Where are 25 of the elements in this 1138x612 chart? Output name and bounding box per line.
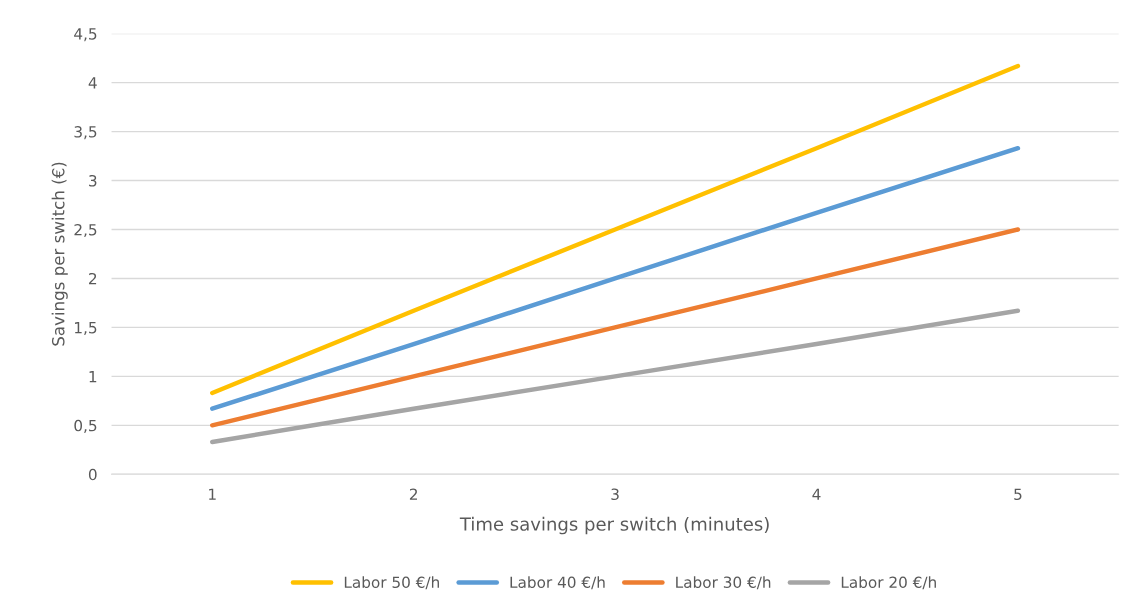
line-series (210, 63, 1021, 396)
y-tick-label: 0 (88, 468, 97, 481)
x-tick-label: 2 (409, 488, 417, 500)
y-tick-label: 2 (89, 272, 97, 285)
line-series (210, 146, 1021, 411)
y-tick-label: 0,5 (74, 419, 97, 433)
y-tick-label: 4 (88, 77, 97, 89)
y-tick-label: 1,5 (75, 322, 97, 335)
y-tick-label: 3 (89, 175, 97, 187)
legend-label: Labor 50 €/h (344, 576, 439, 590)
x-tick-label: 3 (611, 488, 619, 501)
y-axis-title: Savings per switch (€) (51, 162, 68, 346)
legend-label: Labor 40 €/h (510, 576, 605, 590)
x-tick-label: 5 (1014, 488, 1022, 501)
legend-label: Labor 20 €/h (841, 576, 936, 590)
x-tick-label: 4 (812, 488, 821, 500)
y-tick-label: 2,5 (74, 223, 97, 238)
y-tick-label: 1 (89, 371, 97, 383)
legend-label: Labor 30 €/h (676, 576, 771, 590)
y-tick-label: 3,5 (74, 126, 97, 140)
line-series (210, 227, 1021, 428)
x-tick-label: 1 (209, 488, 216, 500)
line-series (210, 308, 1021, 445)
x-axis-title: Time savings per switch (minutes) (459, 516, 769, 535)
y-tick-label: 4,5 (74, 28, 97, 42)
